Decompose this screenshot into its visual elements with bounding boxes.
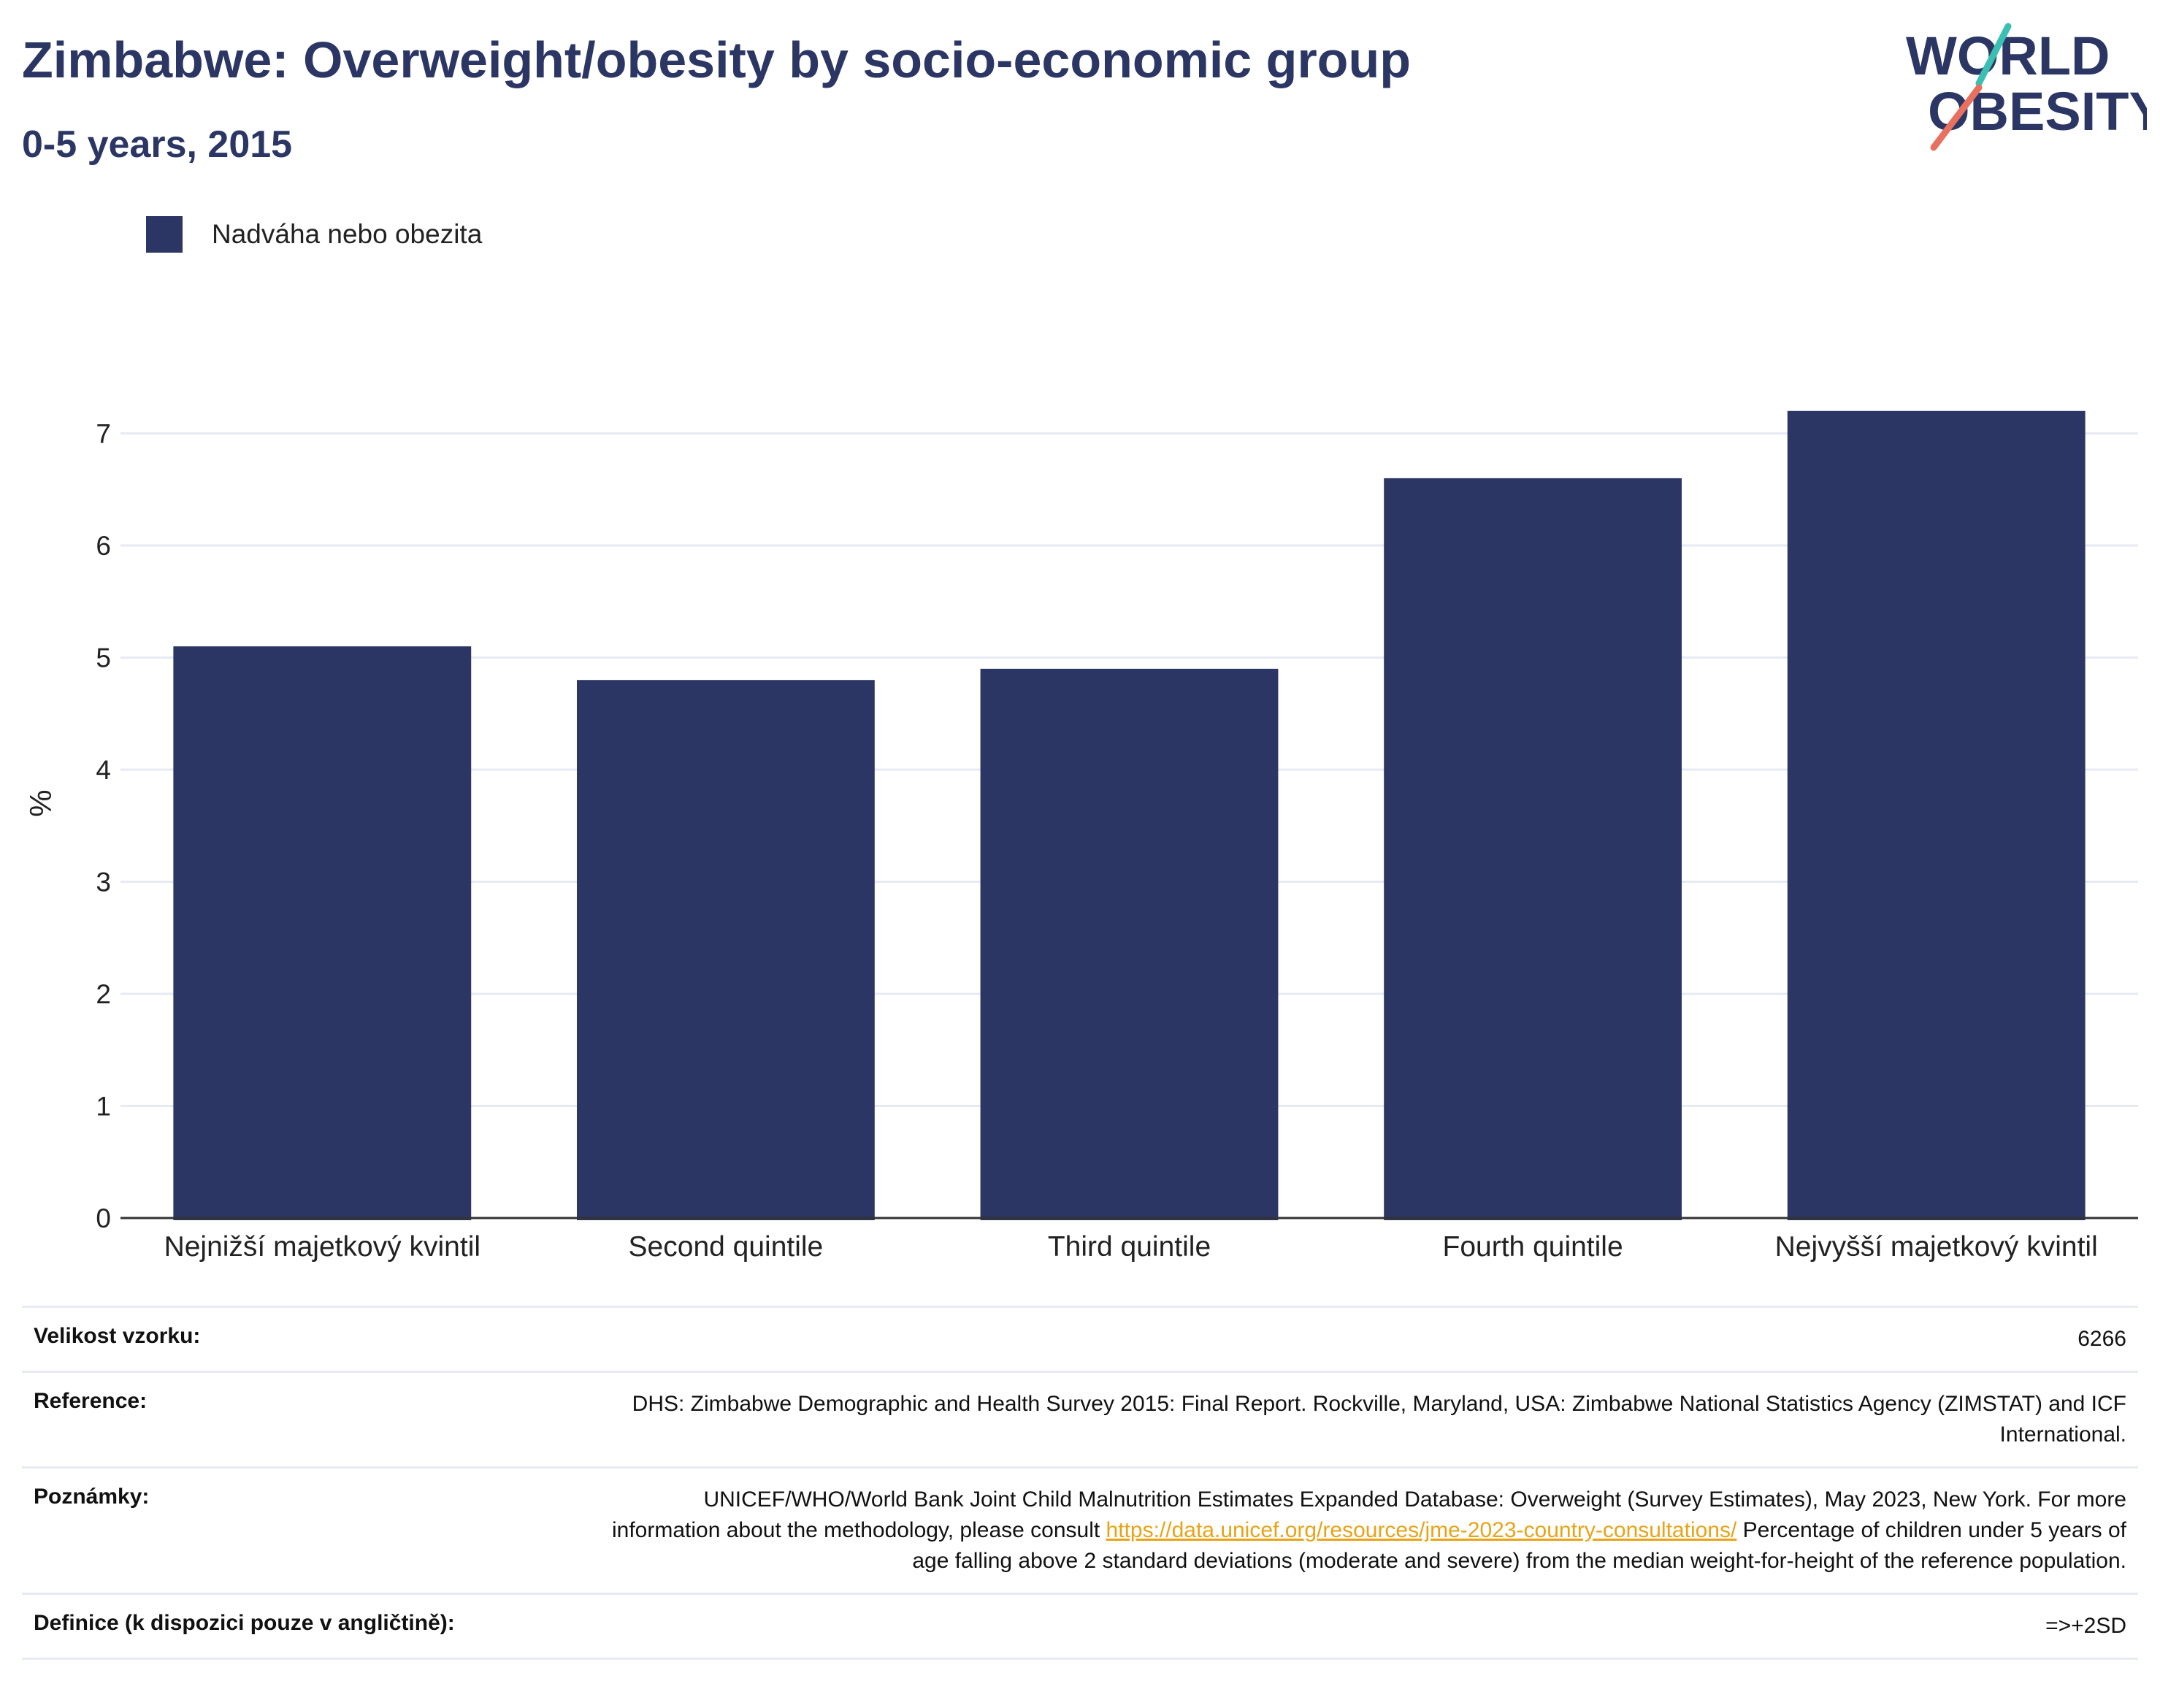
definition-label: Definice (k dispozici pouze v angličtině…: [34, 1611, 455, 1635]
logo-slash-teal: [1975, 23, 2012, 87]
definition-row: Definice (k dispozici pouze v angličtině…: [22, 1593, 2138, 1659]
y-tick-label: 0: [96, 1203, 111, 1233]
y-axis-label: %: [23, 789, 58, 816]
sample-size-row: Velikost vzorku: 6266: [22, 1306, 2138, 1372]
bar: [1787, 410, 2086, 1220]
reference-row: Reference: DHS: Zimbabwe Demographic and…: [22, 1371, 2138, 1468]
logo-slash-coral: [1930, 84, 1983, 151]
chart-subtitle: 0-5 years, 2015: [22, 123, 293, 166]
logo-line1: WORLD: [1906, 26, 2110, 86]
chart-svg: 0 1 2 3 4 5 6 7% Nejnižší majetkový kvintil Secon…: [23, 410, 2138, 1263]
legend-label: Nadváha nebo obezita: [212, 219, 483, 249]
world-obesity-logo: WORLD OBESITY: [1906, 23, 2147, 151]
legend[interactable]: Nadváha nebo obezita: [146, 216, 482, 253]
notes-row: Poznámky: UNICEF/WHO/World Bank Joint Ch…: [22, 1467, 2138, 1594]
chart-title: Zimbabwe: Overweight/obesity by socio-ec…: [22, 31, 1411, 88]
sample-size-label: Velikost vzorku:: [34, 1324, 201, 1348]
x-tick-label: Nejvyšší majetkový kvintil: [1775, 1231, 2098, 1263]
reference-label: Reference:: [34, 1389, 148, 1413]
reference-value: DHS: Zimbabwe Demographic and Health Sur…: [632, 1392, 2126, 1447]
x-tick-label: Nejnižší majetkový kvintil: [164, 1231, 480, 1263]
x-tick-label: Fourth quintile: [1443, 1231, 1623, 1263]
bar: [576, 680, 875, 1220]
y-tick-label: 6: [96, 531, 111, 561]
notes-value: UNICEF/WHO/World Bank Joint Child Malnut…: [600, 1468, 2138, 1594]
notes-text-after: Percentage of children under 5 years of …: [912, 1518, 2126, 1573]
bar-chart: 0 1 2 3 4 5 6 7% Nejnižší majetkový kvintil Secon…: [0, 336, 2160, 1278]
definition-value: =>+2SD: [2045, 1614, 2126, 1638]
bar: [173, 646, 472, 1220]
methodology-link[interactable]: https://data.unicef.org/resources/jme-20…: [1106, 1518, 1737, 1542]
x-tick-label: Second quintile: [629, 1231, 824, 1263]
y-tick-label: 4: [96, 755, 111, 785]
bar: [980, 668, 1279, 1220]
x-tick-label: Third quintile: [1048, 1231, 1211, 1263]
y-tick-label: 3: [96, 868, 111, 897]
y-tick-label: 2: [96, 979, 111, 1009]
sample-size-value: 6266: [2077, 1327, 2126, 1351]
notes-label: Poznámky:: [34, 1485, 150, 1509]
bar: [1384, 478, 1682, 1220]
notes-text-before: UNICEF/WHO/World Bank Joint Child Malnut…: [612, 1487, 2126, 1542]
y-tick-label: 1: [96, 1092, 111, 1122]
info-table: Velikost vzorku: 6266 Reference: DHS: Zi…: [22, 1306, 2138, 1660]
y-tick-label: 5: [96, 643, 111, 673]
legend-swatch: [146, 216, 183, 253]
y-tick-label: 7: [96, 419, 111, 449]
